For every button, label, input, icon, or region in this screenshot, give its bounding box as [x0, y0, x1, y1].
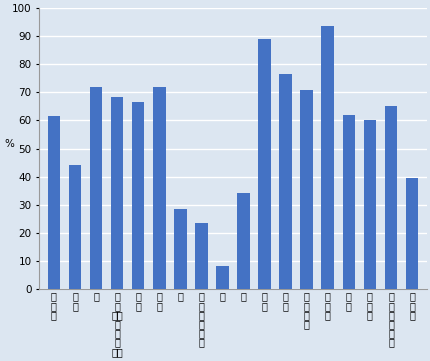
Bar — [321, 26, 333, 289]
Bar — [153, 87, 165, 289]
Bar — [132, 102, 144, 289]
Bar — [111, 97, 123, 289]
Bar — [68, 165, 81, 289]
Y-axis label: %: % — [4, 139, 14, 148]
Bar — [300, 90, 312, 289]
Bar — [215, 266, 228, 289]
Bar — [47, 116, 60, 289]
Bar — [258, 39, 270, 289]
Bar — [384, 106, 396, 289]
Bar — [342, 115, 354, 289]
Bar — [89, 87, 102, 289]
Bar — [363, 121, 375, 289]
Bar — [174, 209, 186, 289]
Bar — [237, 193, 249, 289]
Bar — [195, 223, 207, 289]
Bar — [279, 74, 291, 289]
Bar — [405, 178, 418, 289]
